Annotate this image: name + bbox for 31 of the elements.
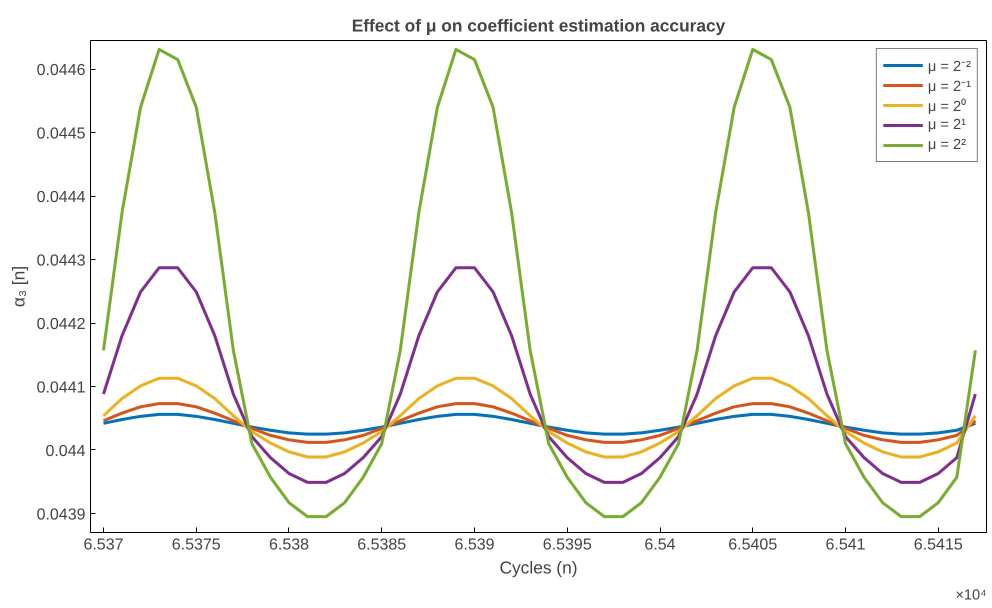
x-tick-label: 6.5385 (357, 536, 406, 554)
x-tick-label: 6.5405 (728, 536, 778, 554)
legend-label: μ = 2⁻¹ (928, 78, 971, 95)
y-tick-label: 0.0446 (36, 62, 86, 80)
line-series (102, 48, 977, 518)
legend-label: μ = 2² (928, 137, 966, 153)
y-tick-label: 0.0444 (36, 189, 86, 206)
legend-label: μ = 2⁰ (928, 98, 966, 115)
x-tick-label: 6.538 (268, 536, 310, 554)
x-axis-title: Cycles (n) (500, 558, 578, 578)
y-axis-title: α₃ [n] (8, 266, 29, 308)
y-tick-label: 0.0443 (36, 252, 86, 270)
y-tick-label: 0.0442 (36, 316, 86, 334)
line-series (102, 402, 977, 444)
x-tick-label: 6.5415 (914, 536, 963, 554)
y-tick-label: 0.044 (45, 442, 86, 460)
x-tick-label: 6.5395 (542, 536, 592, 554)
legend-label: μ = 2⁻² (928, 58, 971, 75)
y-tick-label: 0.0439 (36, 506, 86, 524)
line-series (102, 266, 977, 484)
legend-label: μ = 2¹ (928, 117, 966, 133)
y-tick-label: 0.0445 (36, 126, 86, 143)
x-tick-label: 6.541 (825, 536, 866, 554)
x-tick-label: 6.5375 (172, 536, 221, 554)
y-tick-label: 0.0441 (36, 379, 86, 396)
line-series (102, 376, 977, 458)
x-tick-label: 6.537 (83, 536, 124, 554)
x-tick-label: 6.54 (644, 536, 676, 554)
x-tick-label: 6.539 (454, 536, 495, 554)
chart-title: Effect of μ on coefficient estimation accuracy (352, 16, 726, 36)
text: ×10⁴ (955, 588, 987, 604)
